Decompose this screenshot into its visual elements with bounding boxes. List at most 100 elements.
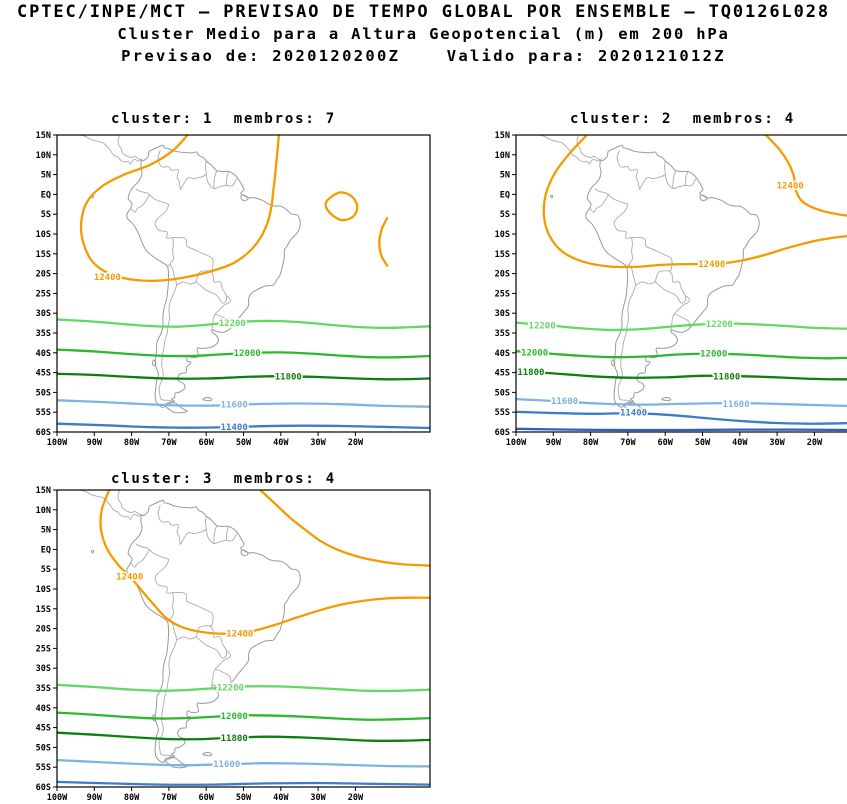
- country-border: [225, 171, 230, 186]
- country-border: [654, 270, 687, 304]
- contour-line-12200: [57, 683, 430, 693]
- y-tick-label: 35S: [36, 329, 51, 339]
- y-tick-label: 15N: [36, 486, 51, 496]
- contour-line-11400: [57, 780, 430, 786]
- country-border: [213, 170, 218, 189]
- y-tick-label: 30S: [36, 664, 51, 674]
- y-tick-label: 20S: [495, 270, 510, 280]
- main-title: CPTEC/INPE/MCT — PREVISAO DE TEMPO GLOBA…: [16, 2, 831, 22]
- contour-line-11800: [57, 731, 430, 742]
- subtitle: Cluster Medio para a Altura Geopotencial…: [117, 25, 730, 43]
- panel-title-cluster-1: cluster: 1 membros: 7: [110, 111, 337, 127]
- country-border: [670, 295, 690, 330]
- country-border: [135, 188, 170, 205]
- contour-label-12400: 12400: [226, 629, 253, 639]
- x-tick-label: 60W: [658, 438, 674, 448]
- x-tick-label: 80W: [583, 438, 599, 448]
- coastline-island: [240, 194, 249, 202]
- contour-label-12200: 12200: [219, 319, 246, 329]
- contour-label-12200: 12200: [217, 684, 244, 694]
- country-border: [631, 236, 673, 272]
- y-tick-label: 35S: [36, 684, 51, 694]
- country-border: [172, 591, 214, 627]
- y-tick-label: 25S: [495, 289, 510, 299]
- y-tick-label: 60S: [495, 428, 510, 438]
- contour-line-12400: [378, 217, 389, 267]
- contour-map-cluster-3: 12400 12400 12200 12000 11800 11600 100W 90W 80W…: [36, 486, 431, 803]
- x-tick-label: 100W: [506, 438, 527, 448]
- y-tick-label: 10N: [495, 151, 510, 161]
- contour-line-12400: [542, 135, 847, 269]
- x-tick-label: 90W: [87, 793, 103, 803]
- y-tick-label: 45S: [36, 369, 51, 379]
- x-tick-label: 80W: [124, 438, 140, 448]
- y-tick-label: 15S: [495, 250, 510, 260]
- contour-line-12400: [764, 135, 847, 217]
- country-border: [664, 173, 697, 190]
- contour-line-11400: [57, 422, 430, 430]
- map-layer: [79, 490, 301, 769]
- contour-line-11600: [57, 758, 430, 768]
- x-tick-label: 20W: [807, 438, 823, 448]
- x-tick-label: 90W: [87, 438, 103, 448]
- country-border: [205, 528, 238, 545]
- contour-line-12200: [57, 318, 430, 330]
- x-tick-label: 20W: [348, 438, 364, 448]
- y-tick-label: 5S: [500, 210, 510, 220]
- country-border: [195, 270, 228, 304]
- contour-label-11400: 11400: [620, 409, 647, 419]
- contour-map-cluster-1: 12400 12200 12000 11800 11600 11400 100W 90W 80W…: [36, 131, 431, 448]
- contour-label-11600: 11600: [723, 400, 750, 410]
- contour-line-11200: [516, 427, 847, 432]
- coastline-island: [610, 359, 616, 367]
- country-border: [576, 135, 601, 161]
- x-tick-label: 30W: [310, 793, 326, 803]
- country-border: [215, 668, 232, 683]
- contour-label-12200: 12200: [706, 320, 733, 330]
- contour-labels: 12400 12200 12000 11800 11600 11400: [92, 271, 303, 434]
- x-tick-label: 20W: [348, 793, 364, 803]
- axes: 100W 90W 80W 70W 60W 50W 40W 30W 20W 15N 10N 5N EQ 5S…: [36, 486, 364, 803]
- coastline-island: [661, 396, 672, 402]
- country-border: [538, 135, 601, 165]
- x-tick-label: 40W: [273, 438, 289, 448]
- contour-layer: [57, 135, 430, 430]
- x-tick-label: 40W: [273, 793, 289, 803]
- y-tick-label: 35S: [495, 329, 510, 339]
- coastline-island: [549, 194, 554, 199]
- contour-label-11600: 11600: [221, 401, 248, 411]
- country-border: [167, 263, 171, 268]
- contour-layer: [57, 490, 430, 786]
- y-tick-label: 30S: [36, 309, 51, 319]
- x-tick-label: 60W: [199, 438, 215, 448]
- country-border: [639, 160, 666, 190]
- forecast-valid-line: Previsao de: 2020120200Z Valido para: 20…: [121, 47, 726, 65]
- country-border: [594, 188, 629, 205]
- country-border: [157, 150, 181, 190]
- y-tick-label: 5S: [41, 565, 51, 575]
- panel-title-cluster-3: cluster: 3 membros: 4: [110, 471, 337, 487]
- country-border: [635, 270, 669, 286]
- country-border: [205, 173, 238, 190]
- coastline-island: [240, 549, 249, 557]
- y-tick-label: 10N: [36, 506, 51, 516]
- y-tick-label: 5N: [41, 526, 51, 536]
- y-tick-label: 5N: [41, 171, 51, 181]
- country-border: [211, 650, 231, 685]
- country-border: [213, 525, 218, 544]
- contour-label-12200: 12200: [529, 322, 556, 332]
- country-border: [158, 639, 178, 757]
- y-tick-label: 10S: [36, 230, 51, 240]
- country-border: [176, 270, 210, 286]
- contour-line-12000: [57, 711, 430, 721]
- country-border: [589, 194, 609, 213]
- coastline-south-america: [126, 499, 301, 763]
- axes: 100W 90W 80W 70W 60W 50W 40W 30W 20W 15N 10N 5N EQ 5S…: [36, 131, 364, 448]
- y-tick-label: 25S: [36, 644, 51, 654]
- y-tick-label: 55S: [36, 763, 51, 773]
- country-border: [195, 625, 228, 659]
- y-tick-label: 55S: [36, 408, 51, 418]
- axes: 100W 90W 80W 70W 60W 50W 40W 30W 20W 15N 10N 5N EQ 5S…: [495, 131, 823, 448]
- contour-label-11800: 11800: [517, 368, 544, 378]
- coastline-island: [164, 757, 188, 769]
